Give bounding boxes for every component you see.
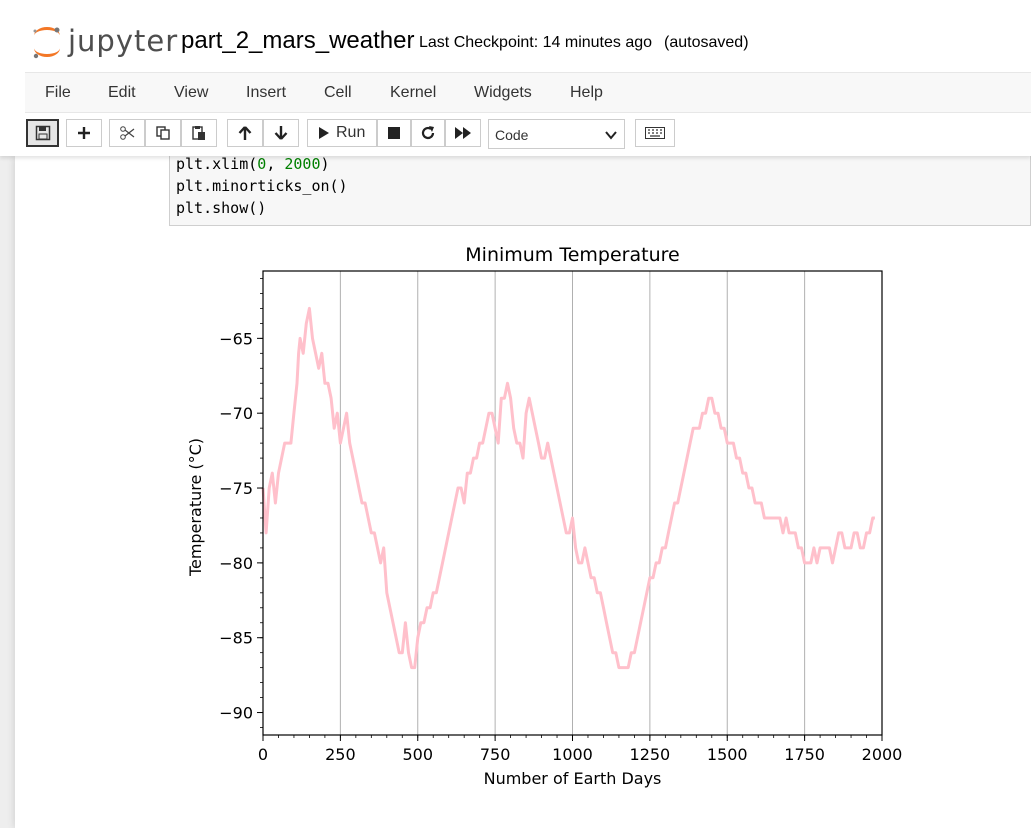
cell-type-value: Code <box>495 127 529 143</box>
arrow-up-icon <box>238 126 252 140</box>
checkpoint-text: Last Checkpoint: 14 minutes ago <box>419 34 653 51</box>
jupyter-logo-icon <box>33 27 60 59</box>
keyboard-icon <box>645 127 665 139</box>
notebook-container: plt.xlim(0, 2000) plt.minorticks_on() pl… <box>15 155 1031 828</box>
menu-kernel[interactable]: Kernel <box>390 84 437 101</box>
x-tick-label: 1250 <box>630 745 671 764</box>
y-tick-label: −65 <box>219 329 253 348</box>
cell-type-select[interactable]: Code <box>488 119 625 149</box>
jupyter-wordmark: jupyter <box>68 24 179 58</box>
x-tick-label: 1500 <box>707 745 748 764</box>
restart-run-all-button[interactable] <box>445 119 481 147</box>
copy-button[interactable] <box>145 119 181 147</box>
chart-title: Minimum Temperature <box>465 244 679 266</box>
menu-insert[interactable]: Insert <box>246 84 287 101</box>
y-tick-label: −85 <box>219 629 253 648</box>
notebook-name[interactable]: part_2_mars_weather <box>181 27 415 54</box>
x-tick-label: 0 <box>258 745 268 764</box>
command-palette-button[interactable] <box>635 119 675 147</box>
x-axis-label: Number of Earth Days <box>484 769 662 788</box>
menu-help[interactable]: Help <box>570 84 603 101</box>
run-button[interactable]: Run <box>307 119 377 147</box>
checkpoint-status: Last Checkpoint: 14 minutes ago (autosave… <box>419 34 749 52</box>
save-button[interactable] <box>26 119 59 147</box>
code-number: 0 <box>257 155 267 173</box>
autosave-status: (autosaved) <box>664 34 749 51</box>
x-tick-label: 1750 <box>784 745 825 764</box>
toolbar: Run Code <box>25 119 1031 149</box>
y-tick-label: −90 <box>219 704 253 723</box>
paste-button[interactable] <box>181 119 217 147</box>
save-icon <box>35 125 50 141</box>
y-tick-label: −70 <box>219 404 253 423</box>
min-temp-series-line <box>261 306 875 670</box>
interrupt-button[interactable] <box>377 119 411 147</box>
restart-kernel-button[interactable] <box>411 119 445 147</box>
arrow-down-icon <box>274 126 288 140</box>
code-cell-input[interactable]: plt.xlim(0, 2000) plt.minorticks_on() pl… <box>169 155 1031 226</box>
x-tick-label: 2000 <box>862 745 903 764</box>
scissors-icon <box>120 126 135 140</box>
menu-widgets[interactable]: Widgets <box>474 84 532 101</box>
chevron-down-icon <box>605 131 617 140</box>
code-line-1: plt.xlim(0, 2000) <box>176 155 330 173</box>
copy-icon <box>156 126 170 140</box>
plus-icon <box>78 127 90 139</box>
y-tick-label: −75 <box>219 479 253 498</box>
code-text: plt.xlim( <box>176 155 258 173</box>
menu-edit[interactable]: Edit <box>108 84 136 101</box>
menu-file[interactable]: File <box>45 84 71 101</box>
code-text: , <box>266 155 285 173</box>
x-tick-label: 250 <box>325 745 356 764</box>
x-tick-label: 1000 <box>552 745 593 764</box>
jupyter-logo[interactable]: jupyter <box>30 22 177 62</box>
code-line-3: plt.show() <box>176 199 267 217</box>
move-up-button[interactable] <box>227 119 263 147</box>
restart-icon <box>421 126 435 140</box>
fast-forward-icon <box>455 127 471 139</box>
code-text: ) <box>320 155 330 173</box>
paste-icon <box>192 126 205 140</box>
x-tick-label: 750 <box>480 745 511 764</box>
menu-cell[interactable]: Cell <box>324 84 352 101</box>
min-temperature-chart: 0 250 500 750 1000 1250 1500 1750 2000 −90 −85 −80 −… <box>186 244 902 788</box>
x-tick-label: 500 <box>402 745 433 764</box>
code-number: 2000 <box>284 155 321 173</box>
menu-view[interactable]: View <box>174 84 209 101</box>
run-icon <box>319 127 329 139</box>
insert-cell-button[interactable] <box>66 119 102 147</box>
menu-bar: File Edit View Insert Cell Kernel Widget… <box>25 72 1031 113</box>
move-down-button[interactable] <box>263 119 299 147</box>
y-tick-label: −80 <box>219 554 253 573</box>
cut-button[interactable] <box>109 119 145 147</box>
stop-icon <box>388 127 400 139</box>
code-line-2: plt.minorticks_on() <box>176 177 348 195</box>
run-label: Run <box>336 124 366 141</box>
notebook-header: jupyter part_2_mars_weather Last Checkpo… <box>0 0 1031 156</box>
y-axis-label: Temperature (°C) <box>186 438 205 577</box>
